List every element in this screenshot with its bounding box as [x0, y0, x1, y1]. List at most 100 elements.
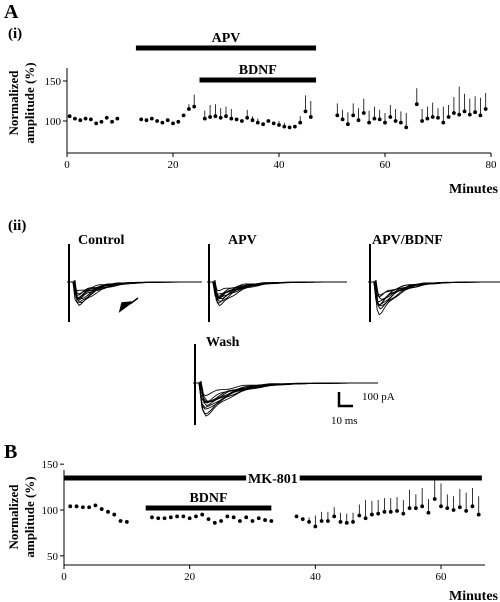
- data-point: [94, 121, 99, 126]
- data-point: [335, 113, 340, 118]
- current-trace: [207, 281, 345, 300]
- data-point: [294, 514, 299, 519]
- data-point: [250, 118, 255, 123]
- data-point: [369, 512, 374, 517]
- data-point: [300, 517, 305, 522]
- data-point: [250, 519, 255, 523]
- y-tick-label: 150: [42, 459, 59, 471]
- y-axis-label-line1: Normalized: [6, 484, 21, 550]
- x-axis-label: Minutes: [449, 589, 499, 602]
- x-tick-label: 40: [310, 571, 322, 583]
- data-point: [414, 102, 419, 107]
- current-trace: [368, 281, 500, 316]
- data-point: [255, 120, 260, 125]
- data-point: [346, 122, 350, 127]
- data-point: [213, 114, 218, 119]
- treatment-bar-bdnf: [145, 505, 272, 511]
- data-point: [181, 113, 186, 118]
- data-point: [388, 509, 393, 514]
- x-tick-label: 0: [64, 159, 70, 171]
- chart-a-i: Normalized amplitude (%) Minutes 0 20 40 60…: [6, 31, 499, 197]
- x-tick-label: 0: [61, 571, 67, 583]
- data-point: [439, 504, 443, 509]
- trace-label-control: Control: [78, 233, 125, 248]
- data-point: [110, 119, 114, 124]
- scalebar-amplitude-label: 100 pA: [362, 391, 395, 403]
- treatment-label-bg: [246, 472, 300, 484]
- arrow-icon: [118, 297, 139, 313]
- current-trace: [193, 382, 378, 417]
- data-point: [399, 120, 403, 125]
- data-point: [451, 508, 456, 512]
- data-point: [144, 118, 149, 123]
- data-point: [74, 504, 79, 509]
- data-point: [432, 497, 437, 501]
- data-point: [192, 104, 197, 109]
- y-tick-label: 50: [47, 551, 59, 563]
- data-point: [483, 107, 488, 111]
- data-point: [244, 515, 249, 520]
- x-tick-label: 60: [380, 159, 392, 171]
- data-point: [73, 116, 77, 121]
- data-point: [175, 514, 180, 519]
- data-point: [218, 115, 223, 120]
- panel-label-A: A: [4, 1, 19, 23]
- current-trace: [368, 281, 500, 303]
- data-point: [478, 113, 483, 118]
- data-point: [351, 520, 355, 524]
- data-point: [162, 516, 167, 521]
- data-point: [457, 505, 462, 510]
- x-axis-label: Minutes: [449, 182, 499, 197]
- data-point: [464, 509, 469, 513]
- current-trace: [67, 281, 200, 304]
- scalebar-time-label: 10 ms: [331, 415, 358, 427]
- y-tick-label: 100: [45, 116, 62, 128]
- data-point: [155, 119, 160, 123]
- data-point: [99, 507, 104, 511]
- data-point: [88, 117, 93, 122]
- data-point: [332, 514, 337, 519]
- data-point: [467, 112, 472, 117]
- data-point: [118, 519, 123, 523]
- data-point: [115, 116, 120, 121]
- y-tick-label: 150: [45, 76, 62, 88]
- data-point: [240, 119, 244, 123]
- data-point: [476, 512, 481, 517]
- data-point: [68, 504, 73, 509]
- data-point: [156, 516, 161, 521]
- data-point: [470, 504, 475, 509]
- data-point: [171, 121, 175, 126]
- data-point: [181, 514, 186, 519]
- treatment-label-bdnf: BDNF: [239, 63, 277, 78]
- data-point: [93, 503, 98, 508]
- data-point: [224, 114, 228, 119]
- chart-b: Normalized amplitude (%) Minutes 0 20 40 60…: [6, 459, 499, 602]
- current-trace: [67, 281, 202, 307]
- data-point: [338, 520, 343, 524]
- data-point: [388, 115, 393, 119]
- treatment-label-bdnf: BDNF: [189, 491, 227, 506]
- trace-label-wash: Wash: [206, 335, 240, 350]
- x-tick-label: 60: [436, 571, 448, 583]
- data-point: [377, 117, 382, 122]
- data-point: [165, 118, 170, 123]
- data-point: [67, 114, 72, 119]
- data-point: [206, 517, 211, 522]
- treatment-bar-apv: [135, 45, 317, 51]
- data-point: [357, 513, 362, 518]
- x-tick-label: 20: [168, 159, 180, 171]
- data-point: [303, 109, 308, 114]
- data-point: [219, 519, 223, 523]
- trace-label-apv: APV: [228, 233, 257, 248]
- data-point: [367, 120, 371, 125]
- data-point: [287, 125, 292, 130]
- data-point: [245, 115, 250, 120]
- data-point: [407, 506, 412, 511]
- data-point: [282, 124, 287, 129]
- x-tick-label: 20: [184, 571, 196, 583]
- y-axis-label-line2: amplitude (%): [22, 476, 37, 557]
- data-point: [229, 116, 234, 121]
- data-point: [234, 117, 239, 122]
- panel-label-Ai: (i): [8, 26, 22, 42]
- data-point: [351, 113, 356, 118]
